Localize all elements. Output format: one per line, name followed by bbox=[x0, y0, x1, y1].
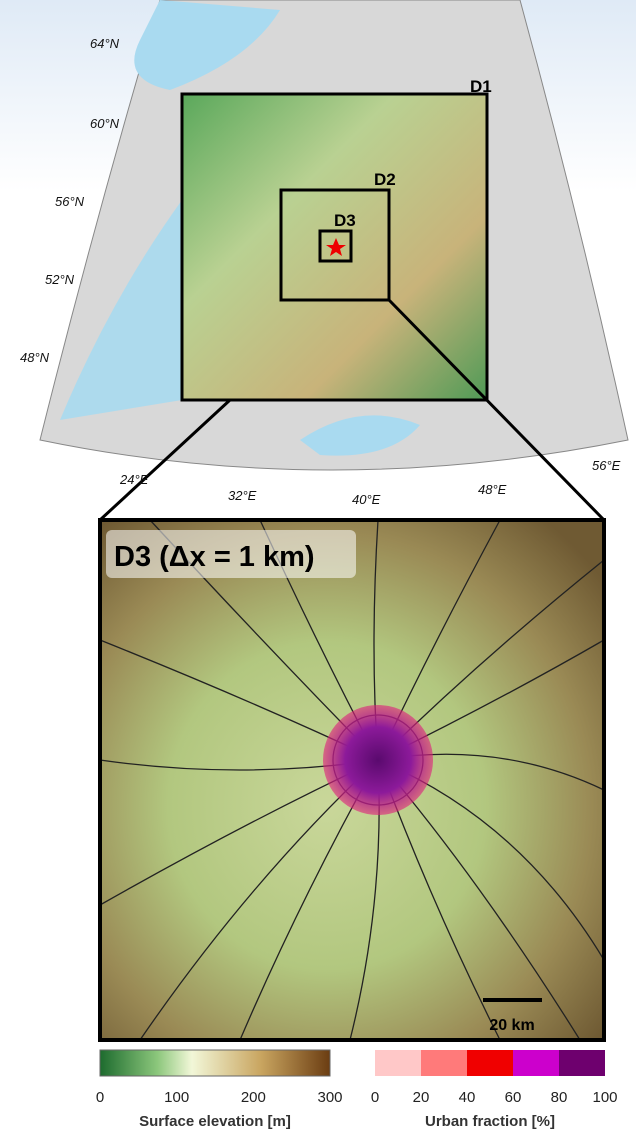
domain-label: D3 bbox=[334, 211, 356, 230]
lon-label: 48°E bbox=[478, 482, 507, 497]
lat-label: 60°N bbox=[90, 116, 120, 131]
lat-label: 48°N bbox=[20, 350, 50, 365]
urban-area bbox=[323, 705, 433, 815]
urban-bin bbox=[467, 1050, 513, 1076]
urban-bin bbox=[513, 1050, 559, 1076]
inset-title: D3 (Δx = 1 km) bbox=[114, 541, 315, 573]
colorbar-tick-label: 60 bbox=[505, 1089, 522, 1106]
lon-label: 40°E bbox=[352, 492, 381, 507]
lon-label: 32°E bbox=[228, 488, 257, 503]
urban-bin bbox=[375, 1050, 421, 1076]
domain-label: D1 bbox=[470, 77, 492, 96]
lon-label: 56°E bbox=[592, 458, 621, 473]
colorbar-tick-label: 200 bbox=[241, 1089, 266, 1106]
colorbar-tick-label: 40 bbox=[459, 1089, 476, 1106]
colorbar-tick-label: 100 bbox=[164, 1089, 189, 1106]
figure: D1 D2 D3 64°N 60°N 56°N 52°N 48°N 24°E 3… bbox=[0, 0, 636, 1134]
lat-label: 52°N bbox=[45, 272, 75, 287]
lon-label: 24°E bbox=[119, 472, 149, 487]
urban-bin bbox=[421, 1050, 467, 1076]
urban-colorbar bbox=[375, 1050, 605, 1076]
colorbar-tick-label: 20 bbox=[413, 1089, 430, 1106]
colorbar-label: Surface elevation [m] bbox=[139, 1113, 291, 1130]
elevation-colorbar bbox=[100, 1050, 330, 1076]
colorbar-tick-label: 300 bbox=[317, 1089, 342, 1106]
colorbar-tick-label: 0 bbox=[371, 1089, 379, 1106]
lat-label: 56°N bbox=[55, 194, 85, 209]
urban-bin bbox=[559, 1050, 605, 1076]
colorbar-tick-label: 80 bbox=[551, 1089, 568, 1106]
colorbar-tick-label: 0 bbox=[96, 1089, 104, 1106]
colorbar-label: Urban fraction [%] bbox=[425, 1113, 555, 1130]
colorbar-tick-label: 100 bbox=[592, 1089, 617, 1106]
lat-label: 64°N bbox=[90, 36, 120, 51]
scale-bar-label: 20 km bbox=[489, 1017, 534, 1034]
domain-label: D2 bbox=[374, 170, 396, 189]
